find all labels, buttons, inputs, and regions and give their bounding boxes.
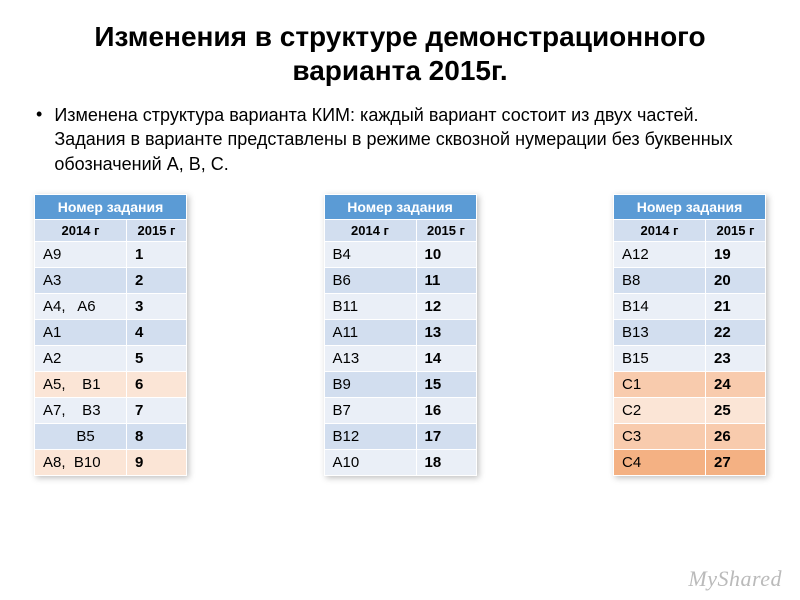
table-row: A25 <box>35 346 187 372</box>
table-row: B1523 <box>614 346 766 372</box>
cell-2014: A7, B3 <box>35 398 127 424</box>
table-header: Номер задания <box>35 195 187 220</box>
cell-2014: A4, A6 <box>35 294 127 320</box>
cell-2014: A11 <box>324 320 416 346</box>
table-row: A1018 <box>324 450 476 476</box>
table-row: B1421 <box>614 294 766 320</box>
cell-2015: 9 <box>127 450 187 476</box>
cell-2015: 7 <box>127 398 187 424</box>
table-row: B1112 <box>324 294 476 320</box>
cell-2014: B14 <box>614 294 706 320</box>
cell-2014: A5, B1 <box>35 372 127 398</box>
cell-2015: 2 <box>127 268 187 294</box>
cell-2015: 19 <box>706 242 766 268</box>
tables-container: Номер задания2014 г2015 гA91A32A4, A63A1… <box>30 194 770 476</box>
cell-2014: C1 <box>614 372 706 398</box>
watermark: MyShared <box>688 566 782 592</box>
table-header: Номер задания <box>324 195 476 220</box>
table-row: B410 <box>324 242 476 268</box>
slide-title: Изменения в структуре демонстрационного … <box>30 20 770 87</box>
cell-2015: 22 <box>706 320 766 346</box>
cell-2014: B7 <box>324 398 416 424</box>
table-row: A8, B109 <box>35 450 187 476</box>
cell-2015: 8 <box>127 424 187 450</box>
table-subhead-right: 2015 г <box>416 220 476 242</box>
cell-2015: 16 <box>416 398 476 424</box>
cell-2015: 6 <box>127 372 187 398</box>
table-subhead-left: 2014 г <box>35 220 127 242</box>
cell-2015: 5 <box>127 346 187 372</box>
cell-2015: 12 <box>416 294 476 320</box>
cell-2014: A2 <box>35 346 127 372</box>
cell-2014: A13 <box>324 346 416 372</box>
cell-2015: 15 <box>416 372 476 398</box>
cell-2015: 11 <box>416 268 476 294</box>
cell-2014: A10 <box>324 450 416 476</box>
bullet-marker: • <box>36 103 42 126</box>
cell-2014: B15 <box>614 346 706 372</box>
cell-2015: 23 <box>706 346 766 372</box>
table-row: B716 <box>324 398 476 424</box>
table-row: B820 <box>614 268 766 294</box>
mapping-table-3: Номер задания2014 г2015 гA1219B820B1421B… <box>613 194 766 476</box>
table-row: C427 <box>614 450 766 476</box>
cell-2014: C2 <box>614 398 706 424</box>
table-row: A14 <box>35 320 187 346</box>
cell-2015: 1 <box>127 242 187 268</box>
table-row: B915 <box>324 372 476 398</box>
table-row: C225 <box>614 398 766 424</box>
table-row: B1322 <box>614 320 766 346</box>
cell-2014: B11 <box>324 294 416 320</box>
cell-2015: 10 <box>416 242 476 268</box>
cell-2015: 18 <box>416 450 476 476</box>
cell-2015: 24 <box>706 372 766 398</box>
table-row: B1217 <box>324 424 476 450</box>
cell-2015: 4 <box>127 320 187 346</box>
table-subhead-left: 2014 г <box>324 220 416 242</box>
table-subhead-right: 2015 г <box>127 220 187 242</box>
mapping-table-2: Номер задания2014 г2015 гB410B611B1112A1… <box>324 194 477 476</box>
cell-2015: 26 <box>706 424 766 450</box>
table-row: A1219 <box>614 242 766 268</box>
cell-2015: 14 <box>416 346 476 372</box>
cell-2015: 20 <box>706 268 766 294</box>
cell-2014: A1 <box>35 320 127 346</box>
cell-2015: 21 <box>706 294 766 320</box>
table-row: A1113 <box>324 320 476 346</box>
cell-2014: A12 <box>614 242 706 268</box>
cell-2014: B8 <box>614 268 706 294</box>
table-subhead-left: 2014 г <box>614 220 706 242</box>
table-row: B58 <box>35 424 187 450</box>
mapping-table-1: Номер задания2014 г2015 гA91A32A4, A63A1… <box>34 194 187 476</box>
table-row: A5, B16 <box>35 372 187 398</box>
table-header: Номер задания <box>614 195 766 220</box>
cell-2014: A8, B10 <box>35 450 127 476</box>
cell-2014: B12 <box>324 424 416 450</box>
cell-2015: 25 <box>706 398 766 424</box>
cell-2014: B13 <box>614 320 706 346</box>
cell-2014: C4 <box>614 450 706 476</box>
cell-2014: A3 <box>35 268 127 294</box>
bullet-item: • Изменена структура варианта КИМ: кажды… <box>30 103 770 176</box>
cell-2015: 3 <box>127 294 187 320</box>
cell-2014: B6 <box>324 268 416 294</box>
table-row: C326 <box>614 424 766 450</box>
table-subhead-right: 2015 г <box>706 220 766 242</box>
table-row: A91 <box>35 242 187 268</box>
cell-2015: 13 <box>416 320 476 346</box>
cell-2015: 27 <box>706 450 766 476</box>
table-row: B611 <box>324 268 476 294</box>
cell-2014: B4 <box>324 242 416 268</box>
cell-2015: 17 <box>416 424 476 450</box>
cell-2014: C3 <box>614 424 706 450</box>
cell-2014: A9 <box>35 242 127 268</box>
cell-2014: B5 <box>35 424 127 450</box>
table-row: A32 <box>35 268 187 294</box>
cell-2014: B9 <box>324 372 416 398</box>
table-row: A4, A63 <box>35 294 187 320</box>
table-row: A1314 <box>324 346 476 372</box>
table-row: C124 <box>614 372 766 398</box>
table-row: A7, B37 <box>35 398 187 424</box>
bullet-text: Изменена структура варианта КИМ: каждый … <box>54 103 770 176</box>
